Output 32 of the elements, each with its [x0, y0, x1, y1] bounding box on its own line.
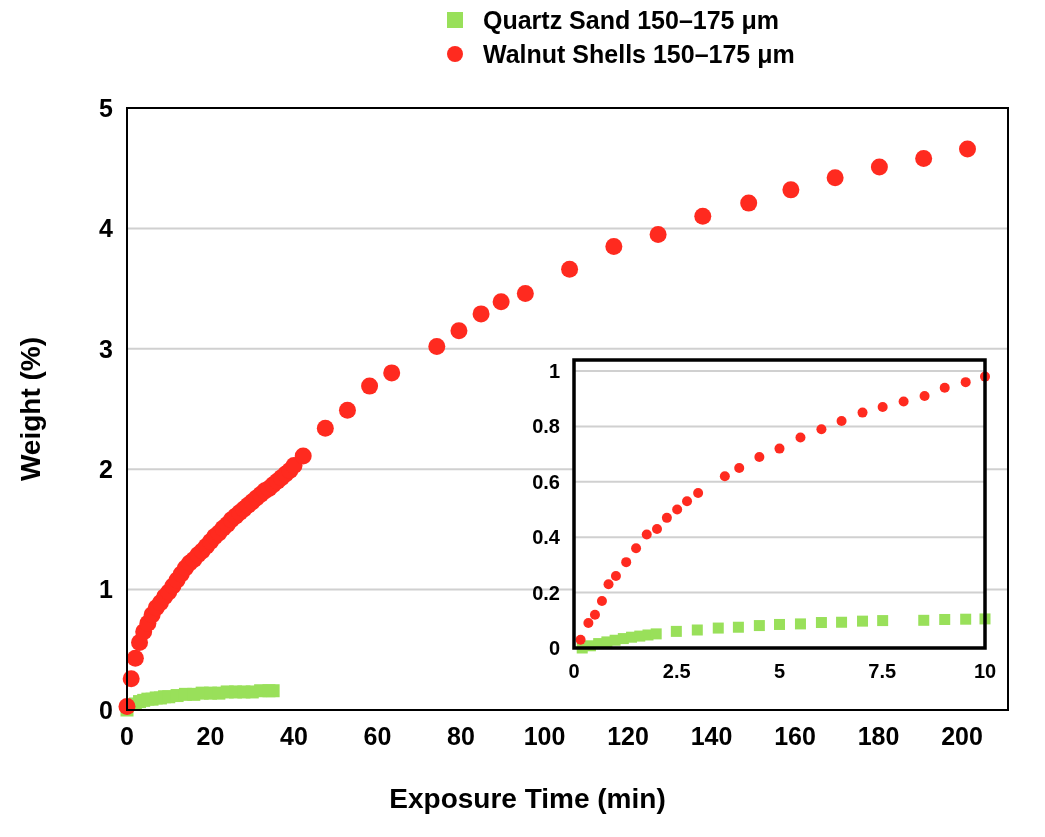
y-axis-title: Weight (%) — [15, 336, 46, 482]
x-tick-label: 120 — [607, 722, 649, 750]
x-tick-label: 160 — [774, 722, 816, 750]
y-tick-label: 0.8 — [532, 415, 560, 438]
x-tick-label: 5 — [773, 660, 786, 682]
y-tick-label: 0 — [99, 695, 113, 724]
x-tick-label: 20 — [196, 722, 225, 750]
x-tick-label: 0 — [568, 660, 580, 682]
x-tick-label: 0 — [120, 722, 134, 750]
x-tick-label: 180 — [857, 722, 900, 750]
y-tick-label: 0.6 — [532, 470, 560, 493]
y-tick-label: 0.2 — [532, 581, 560, 604]
y-tick-label: 3 — [99, 334, 113, 363]
y-tick-label: 2 — [99, 454, 113, 483]
x-tick-label: 7.5 — [868, 660, 897, 682]
x-axis-title: Exposure Time (min) — [389, 783, 666, 814]
x-tick-label: 10 — [973, 660, 997, 682]
x-tick-label: 80 — [447, 722, 475, 750]
y-tick-label: 1 — [548, 360, 560, 383]
y-tick-label: 0.4 — [532, 526, 561, 549]
y-tick-label: 4 — [99, 214, 114, 243]
x-tick-label: 100 — [523, 722, 566, 750]
x-tick-label: 140 — [690, 722, 733, 750]
x-tick-label: 40 — [280, 722, 308, 750]
x-tick-label: 2.5 — [662, 660, 691, 682]
y-tick-label: 0 — [548, 637, 560, 659]
legend-label: Quartz Sand 150–175 μm — [483, 5, 779, 34]
x-tick-label: 200 — [941, 722, 983, 750]
x-tick-label: 60 — [363, 722, 392, 750]
y-tick-label: 5 — [99, 93, 114, 122]
y-tick-label: 1 — [99, 575, 114, 604]
legend-label: Walnut Shells 150–175 μm — [483, 39, 795, 68]
